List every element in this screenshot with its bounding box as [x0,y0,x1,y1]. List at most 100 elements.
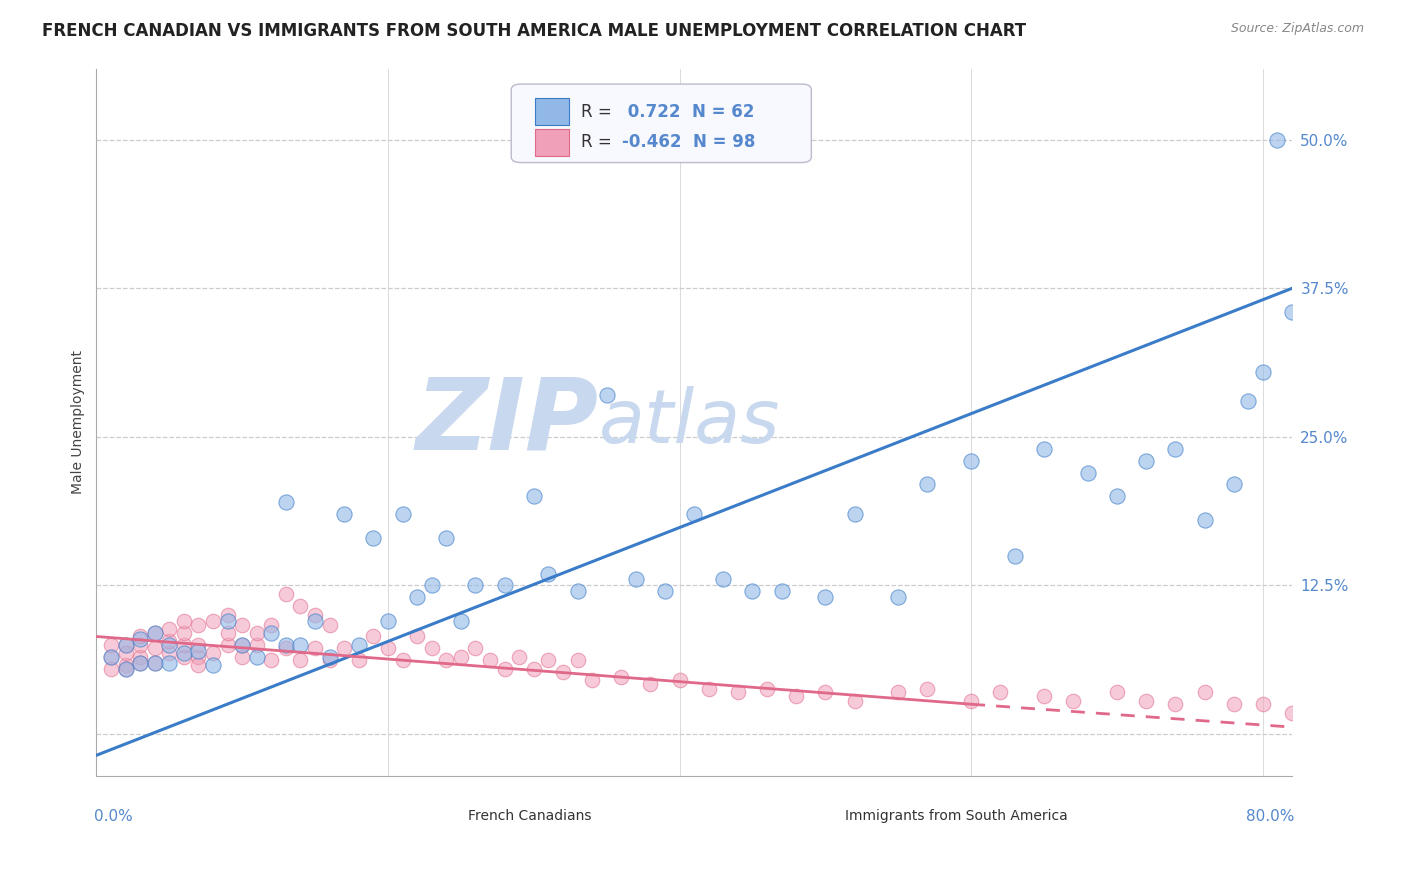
Point [187,644,209,658]
FancyBboxPatch shape [536,98,568,126]
Point [246,649,269,664]
Point [143,626,166,640]
Point [187,638,209,652]
Point [260,626,283,640]
Point [187,658,209,673]
Point [406,591,429,605]
Point [1398,709,1406,723]
Point [290,599,312,613]
Point [1222,477,1244,491]
Text: Immigrants from South America: Immigrants from South America [845,809,1067,822]
Text: 80.0%: 80.0% [1246,809,1295,824]
Point [231,638,253,652]
Point [157,634,180,648]
Point [1164,442,1187,456]
Text: 0.722  N = 62: 0.722 N = 62 [623,103,755,121]
Point [1295,323,1317,337]
Point [217,626,239,640]
Point [668,673,690,688]
Point [143,656,166,670]
Point [1281,305,1303,319]
Point [727,685,749,699]
Point [434,653,457,667]
Point [1310,700,1333,714]
Point [274,495,297,509]
Point [100,638,122,652]
Point [581,673,603,688]
Point [114,638,136,652]
Text: Source: ZipAtlas.com: Source: ZipAtlas.com [1230,22,1364,36]
Text: -0.462  N = 98: -0.462 N = 98 [623,133,756,151]
Y-axis label: Male Unemployment: Male Unemployment [72,350,86,494]
Point [114,638,136,652]
Point [129,656,152,670]
Point [464,641,486,656]
Point [494,578,516,592]
Point [1281,706,1303,720]
Point [100,649,122,664]
Point [917,681,939,696]
Point [363,630,385,644]
Point [814,591,837,605]
Point [347,638,370,652]
Point [304,641,326,656]
Point [333,641,356,656]
Point [187,617,209,632]
Point [960,693,983,707]
Point [129,632,152,646]
Point [1004,549,1026,563]
Point [1105,685,1128,699]
Point [201,646,224,660]
Point [274,587,297,601]
Point [595,388,617,402]
Point [347,653,370,667]
Point [187,649,209,664]
Point [1033,689,1056,703]
Text: atlas: atlas [599,386,780,458]
Point [318,617,340,632]
Point [741,584,763,599]
Point [100,662,122,676]
Text: 0.0%: 0.0% [94,809,132,824]
Point [887,591,910,605]
Point [318,649,340,664]
Point [274,641,297,656]
Point [917,477,939,491]
Point [114,646,136,660]
Point [100,649,122,664]
Text: French Canadians: French Canadians [468,809,592,822]
Point [654,584,676,599]
Point [217,638,239,652]
Point [1105,489,1128,503]
Point [567,653,589,667]
Point [304,614,326,628]
Point [173,614,195,628]
Point [114,658,136,673]
Point [756,681,779,696]
Point [523,489,546,503]
FancyBboxPatch shape [437,805,464,826]
Point [1194,685,1216,699]
Point [114,662,136,676]
Point [363,531,385,545]
Point [683,507,706,521]
Point [157,623,180,637]
Point [1237,394,1260,409]
Point [711,573,734,587]
Point [377,614,399,628]
Point [508,649,530,664]
Point [551,665,574,680]
Point [434,531,457,545]
FancyBboxPatch shape [536,128,568,155]
Point [988,685,1011,699]
Point [129,656,152,670]
Point [567,584,589,599]
Point [1062,693,1084,707]
Point [479,653,502,667]
Point [260,617,283,632]
Point [274,638,297,652]
Point [143,656,166,670]
Point [814,685,837,699]
Point [770,584,793,599]
Point [246,638,269,652]
